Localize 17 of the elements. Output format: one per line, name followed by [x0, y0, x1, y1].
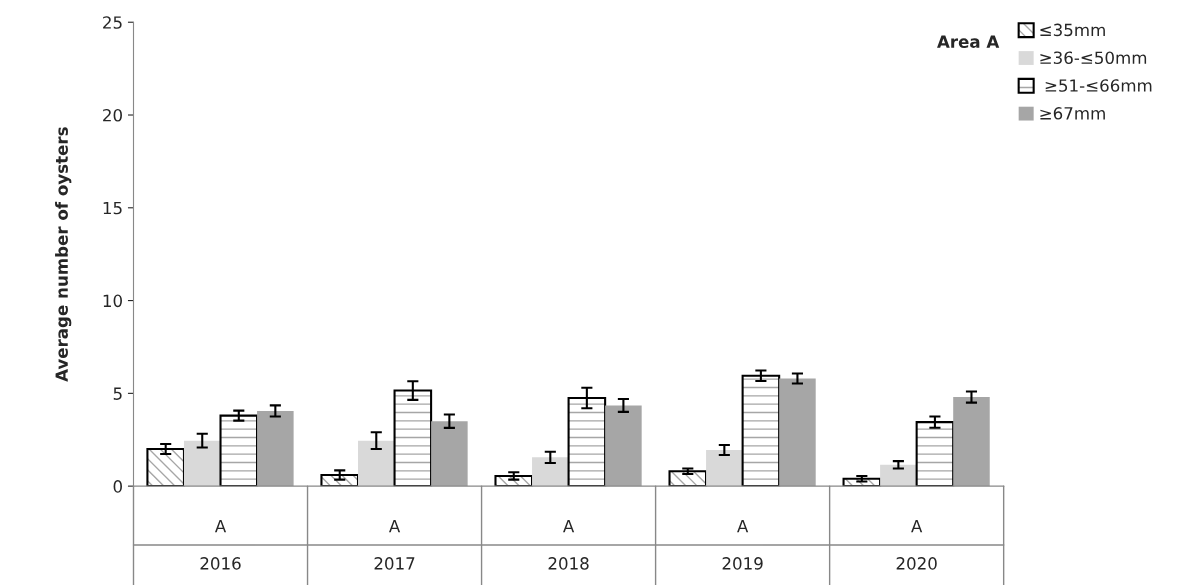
y-tick-label: 0	[113, 480, 122, 493]
legend-label: ≥36-≤50mm	[1040, 51, 1147, 65]
category-label: A 2016	[200, 519, 241, 570]
category-label: A 2020	[896, 519, 937, 570]
legend-label: ≥67mm	[1040, 107, 1105, 120]
category-label: A 2019	[722, 519, 763, 570]
y-tick-label: 25	[103, 16, 122, 29]
legend-label: ≤35mm	[1040, 23, 1105, 37]
y-axis-title: Average number of oysters	[55, 127, 72, 382]
y-tick-label: 10	[103, 294, 122, 308]
y-tick-label: 15	[103, 201, 122, 215]
y-tick-label: 20	[103, 108, 122, 122]
legend-label: ≥51-≤66mm	[1045, 79, 1152, 92]
y-tick-label: 5	[113, 387, 122, 400]
legend-title: Area A	[937, 35, 1000, 48]
category-label: A 2017	[374, 519, 415, 570]
category-label: A 2018	[548, 519, 589, 570]
